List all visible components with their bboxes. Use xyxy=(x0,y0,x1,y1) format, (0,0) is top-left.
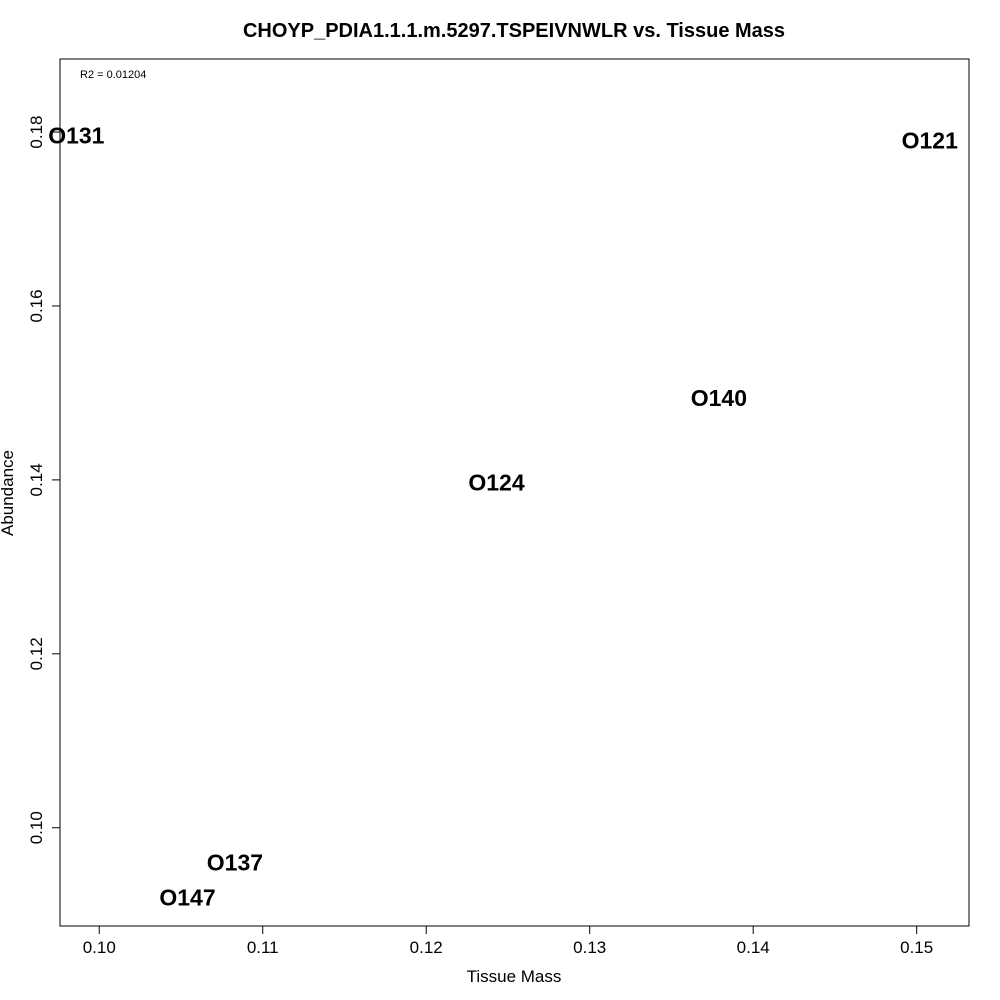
r-squared-annotation: R2 = 0.01204 xyxy=(80,69,146,81)
data-points: O131 O121 O140 O124 O137 O147 xyxy=(48,123,958,911)
chart-title: CHOYP_PDIA1.1.1.m.5297.TSPEIVNWLR vs. Ti… xyxy=(243,20,785,42)
y-tick-label: 0.12 xyxy=(27,637,46,670)
x-tick-label: 0.10 xyxy=(83,938,116,957)
x-tick-label: 0.12 xyxy=(410,938,443,957)
point-label-o124: O124 xyxy=(468,469,524,495)
point-label-o137: O137 xyxy=(207,850,263,876)
x-axis: 0.10 0.11 0.12 0.13 0.14 0.15 xyxy=(83,925,933,957)
y-tick-label: 0.10 xyxy=(27,811,46,844)
point-label-o147: O147 xyxy=(159,884,215,910)
x-axis-label: Tissue Mass xyxy=(467,967,562,986)
point-label-o121: O121 xyxy=(902,128,958,154)
point-label-o140: O140 xyxy=(691,385,747,411)
y-tick-label: 0.18 xyxy=(27,116,46,149)
x-tick-label: 0.13 xyxy=(573,938,606,957)
x-tick-label: 0.15 xyxy=(900,938,933,957)
y-axis-label: Abundance xyxy=(0,450,17,536)
point-label-o131: O131 xyxy=(48,123,104,149)
y-tick-label: 0.16 xyxy=(27,289,46,322)
x-tick-label: 0.14 xyxy=(737,938,770,957)
x-tick-label: 0.11 xyxy=(247,938,279,957)
y-axis: 0.10 0.12 0.14 0.16 0.18 xyxy=(27,116,61,844)
y-tick-label: 0.14 xyxy=(27,463,46,496)
